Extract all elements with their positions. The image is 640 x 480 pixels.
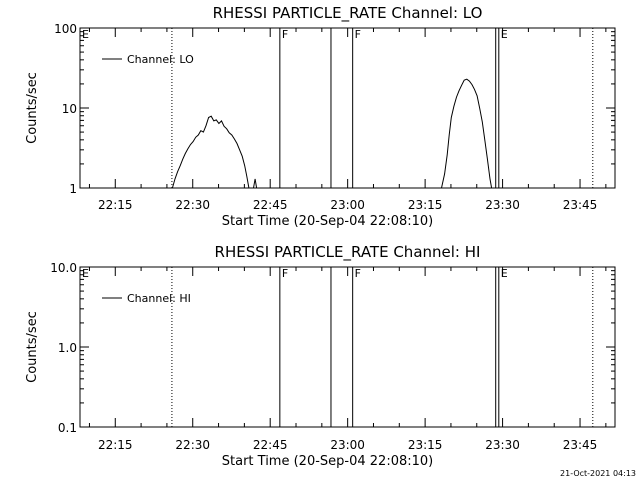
event-marker-label: F	[282, 267, 288, 280]
x-tick-label: 22:15	[98, 438, 133, 452]
y-tick-label: 10.0	[50, 261, 77, 275]
legend-label: Channel: LO	[127, 53, 194, 66]
event-marker-label: E	[501, 28, 508, 41]
series-line	[171, 115, 250, 189]
event-marker-label: F	[355, 267, 361, 280]
y-axis-label: Counts/sec	[25, 72, 40, 144]
x-tick-label: 22:15	[98, 198, 133, 212]
y-tick-label: 1	[69, 182, 77, 196]
x-tick-label: 23:30	[485, 438, 520, 452]
series-line	[441, 78, 493, 189]
y-tick-label: 10	[62, 102, 77, 116]
start-label: E	[82, 267, 89, 280]
x-tick-label: 23:00	[330, 198, 365, 212]
start-label: E	[82, 28, 89, 41]
panel-lo: RHESSI PARTICLE_RATE Channel: LO 1 10 100 Co…	[25, 4, 616, 229]
x-tick-label: 23:15	[408, 438, 443, 452]
y-tick-label: 100	[54, 22, 77, 36]
event-marker-label: F	[282, 28, 288, 41]
footer-timestamp: 21-Oct-2021 04:13	[560, 469, 636, 478]
event-marker-label: F	[355, 28, 361, 41]
chart-title: RHESSI PARTICLE_RATE Channel: HI	[215, 243, 481, 262]
x-tick-label: 23:00	[330, 438, 365, 452]
x-tick-label: 22:45	[253, 198, 288, 212]
panel-hi: RHESSI PARTICLE_RATE Channel: HI 0.1 1.0 10…	[25, 243, 616, 469]
x-tick-label: 22:45	[253, 438, 288, 452]
x-tick-label: 23:15	[408, 198, 443, 212]
x-axis-label: Start Time (20-Sep-04 22:08:10)	[222, 454, 433, 469]
y-tick-label: 0.1	[58, 421, 77, 435]
y-axis-label: Counts/sec	[25, 311, 40, 383]
x-tick-label: 22:30	[175, 438, 210, 452]
event-marker-label: E	[501, 267, 508, 280]
x-axis-label: Start Time (20-Sep-04 22:08:10)	[222, 214, 433, 229]
x-tick-label: 23:45	[563, 438, 598, 452]
chart-title: RHESSI PARTICLE_RATE Channel: LO	[213, 4, 483, 23]
x-tick-label: 23:45	[563, 198, 598, 212]
legend-label: Channel: HI	[127, 292, 191, 305]
x-tick-label: 22:30	[175, 198, 210, 212]
x-tick-label: 23:30	[485, 198, 520, 212]
series-line	[253, 178, 258, 189]
y-tick-label: 1.0	[58, 341, 77, 355]
